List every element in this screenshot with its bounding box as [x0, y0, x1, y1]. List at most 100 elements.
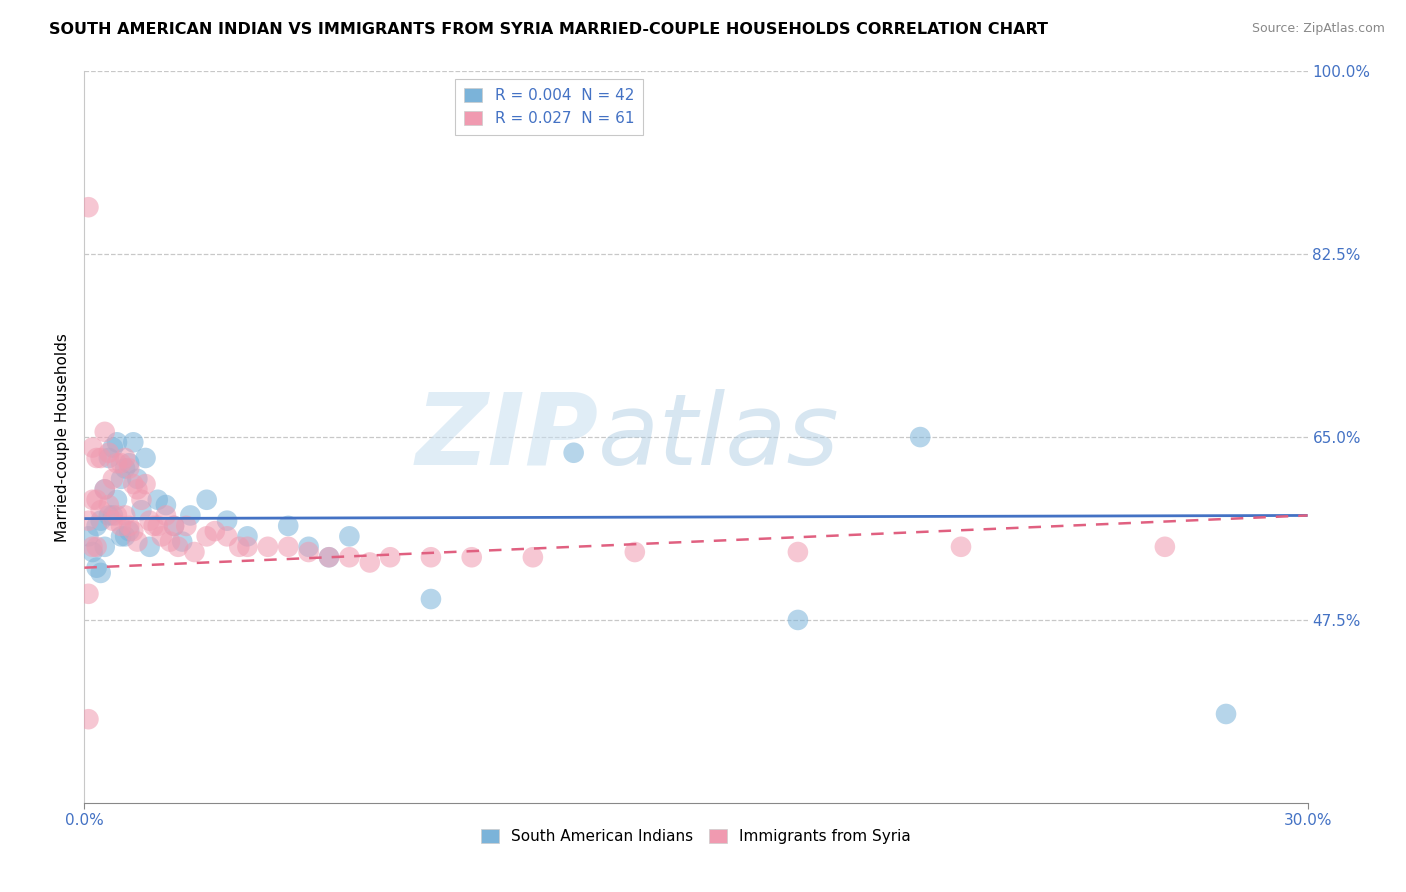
Point	[159, 534, 181, 549]
Point	[150, 529, 173, 543]
Point	[217, 529, 239, 543]
Point	[114, 461, 136, 475]
Point	[105, 435, 128, 450]
Point	[77, 587, 100, 601]
Point	[122, 524, 145, 538]
Point	[127, 483, 149, 497]
Point	[110, 472, 132, 486]
Point	[118, 519, 141, 533]
Point	[118, 524, 141, 538]
Point	[135, 450, 157, 465]
Point	[101, 441, 124, 455]
Point	[97, 450, 120, 465]
Point	[318, 550, 340, 565]
Point	[86, 540, 108, 554]
Legend: South American Indians, Immigrants from Syria: South American Indians, Immigrants from …	[475, 822, 917, 850]
Point	[114, 508, 136, 523]
Point	[950, 540, 973, 554]
Point	[77, 200, 100, 214]
Point	[236, 529, 259, 543]
Point	[277, 519, 299, 533]
Point	[122, 477, 145, 491]
Point	[118, 461, 141, 475]
Point	[105, 492, 128, 507]
Point	[142, 519, 165, 533]
Point	[195, 492, 218, 507]
Point	[155, 498, 177, 512]
Point	[93, 425, 115, 439]
Text: SOUTH AMERICAN INDIAN VS IMMIGRANTS FROM SYRIA MARRIED-COUPLE HOUSEHOLDS CORRELA: SOUTH AMERICAN INDIAN VS IMMIGRANTS FROM…	[49, 22, 1049, 37]
Point	[298, 540, 321, 554]
Point	[787, 613, 810, 627]
Point	[339, 529, 361, 543]
Point	[97, 498, 120, 512]
Point	[77, 514, 100, 528]
Point	[420, 550, 443, 565]
Point	[86, 519, 108, 533]
Text: Source: ZipAtlas.com: Source: ZipAtlas.com	[1251, 22, 1385, 36]
Point	[217, 514, 239, 528]
Point	[93, 483, 115, 497]
Point	[114, 529, 136, 543]
Point	[118, 456, 141, 470]
Point	[787, 545, 810, 559]
Point	[110, 519, 132, 533]
Point	[97, 508, 120, 523]
Point	[101, 508, 124, 523]
Point	[277, 540, 299, 554]
Point	[163, 519, 186, 533]
Text: atlas: atlas	[598, 389, 839, 485]
Point	[138, 514, 160, 528]
Point	[110, 456, 132, 470]
Point	[105, 508, 128, 523]
Point	[522, 550, 544, 565]
Point	[93, 483, 115, 497]
Y-axis label: Married-couple Households: Married-couple Households	[55, 333, 70, 541]
Point	[228, 540, 250, 554]
Point	[86, 560, 108, 574]
Point	[90, 514, 112, 528]
Point	[101, 472, 124, 486]
Point	[138, 540, 160, 554]
Point	[167, 540, 190, 554]
Point	[135, 477, 157, 491]
Point	[110, 529, 132, 543]
Text: ZIP: ZIP	[415, 389, 598, 485]
Point	[339, 550, 361, 565]
Point	[122, 435, 145, 450]
Point	[127, 472, 149, 486]
Point	[82, 492, 104, 507]
Point	[318, 550, 340, 565]
Point	[86, 492, 108, 507]
Point	[82, 545, 104, 559]
Point	[93, 540, 115, 554]
Point	[82, 441, 104, 455]
Point	[101, 514, 124, 528]
Point	[204, 524, 226, 538]
Point	[82, 540, 104, 554]
Point	[359, 556, 381, 570]
Point	[114, 450, 136, 465]
Point	[131, 492, 153, 507]
Point	[146, 519, 169, 533]
Point	[77, 712, 100, 726]
Point	[1154, 540, 1177, 554]
Point	[910, 430, 932, 444]
Point	[146, 492, 169, 507]
Point	[380, 550, 402, 565]
Point	[183, 545, 205, 559]
Point	[90, 566, 112, 580]
Point	[624, 545, 647, 559]
Point	[236, 540, 259, 554]
Point	[562, 446, 585, 460]
Point	[257, 540, 280, 554]
Point	[127, 534, 149, 549]
Point	[90, 450, 112, 465]
Point	[420, 592, 443, 607]
Point	[174, 519, 197, 533]
Point	[105, 456, 128, 470]
Point	[163, 519, 186, 533]
Point	[77, 529, 100, 543]
Point	[131, 503, 153, 517]
Point	[298, 545, 321, 559]
